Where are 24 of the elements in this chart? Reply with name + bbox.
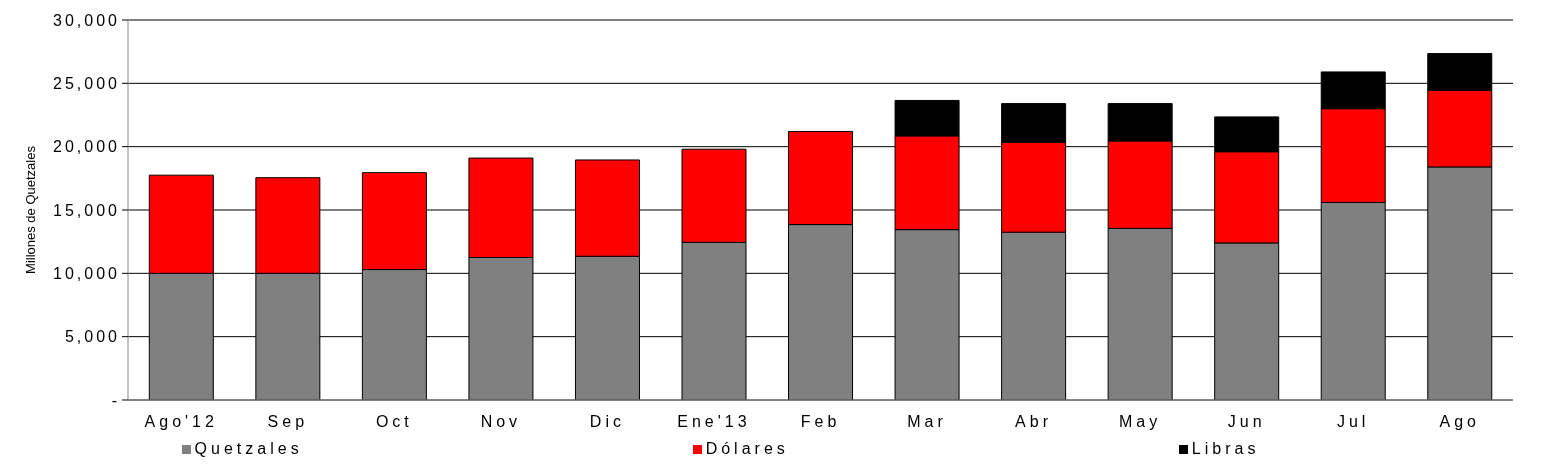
x-tick-label: Ago: [1439, 413, 1480, 431]
x-tick-label: Mar: [907, 413, 947, 431]
y-tick-label: 10,000: [53, 265, 120, 283]
y-tick-label: 5,000: [64, 328, 120, 346]
y-axis-title: Millones de Quetzales: [22, 145, 38, 274]
legend-label: Dólares: [705, 440, 789, 457]
x-tick-label: Oct: [375, 413, 413, 431]
y-tick-label: 25,000: [53, 75, 120, 93]
x-tick-label: Feb: [800, 413, 841, 431]
x-tick-label: Nov: [480, 413, 522, 431]
x-tick-label: Jun: [1227, 413, 1266, 431]
y-tick-label: 20,000: [53, 138, 120, 156]
legend-label: Libras: [1191, 440, 1260, 457]
legend-label: Quetzales: [194, 440, 303, 457]
x-tick-label: Sep: [267, 413, 309, 431]
y-tick-label: -: [111, 391, 120, 409]
x-tick-label: Ene'13: [677, 413, 751, 431]
x-tick-label: Ago'12: [144, 413, 218, 431]
x-tick-label: Dic: [589, 413, 625, 431]
x-tick-label: Abr: [1015, 413, 1053, 431]
y-tick-label: 15,000: [53, 201, 120, 219]
x-tick-label: May: [1119, 413, 1162, 431]
x-tick-label: Jul: [1336, 413, 1370, 431]
y-tick-label: 30,000: [53, 11, 120, 29]
